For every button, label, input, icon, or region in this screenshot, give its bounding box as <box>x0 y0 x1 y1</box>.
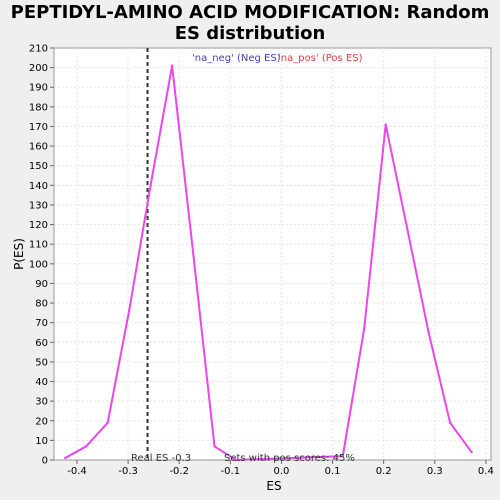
real-es-label: Real ES -0.3 <box>131 453 191 464</box>
data-point <box>213 445 216 448</box>
data-points <box>64 64 473 462</box>
y-tick-label: 140 <box>29 181 48 192</box>
y-tick-label: 10 <box>35 436 48 447</box>
y-tick-label: 90 <box>35 279 48 290</box>
y-tick-label: 30 <box>35 397 48 408</box>
y-tick-label: 40 <box>35 377 48 388</box>
data-point <box>149 184 152 187</box>
legend-neg: 'na_neg' (Neg ES) <box>192 53 281 64</box>
pos-score-annotation: Sets with pos scores: 45% <box>224 453 355 464</box>
y-axis-label: P(ES) <box>12 238 26 270</box>
y-tick-label: 170 <box>29 122 48 133</box>
x-tick-label: -0.1 <box>221 466 241 477</box>
y-tick-label: 200 <box>29 63 48 74</box>
data-point <box>384 123 387 126</box>
x-tick-label: 0.1 <box>325 466 341 477</box>
x-axis-label: ES <box>266 479 281 493</box>
x-tick-label: 0.0 <box>273 466 289 477</box>
y-tick-label: 20 <box>35 416 48 427</box>
data-point <box>405 227 409 230</box>
data-point <box>170 64 174 67</box>
x-tick-label: -0.4 <box>67 466 87 477</box>
y-tick-label: 120 <box>29 220 48 231</box>
data-point <box>127 309 131 313</box>
y-tick-label: 70 <box>35 318 48 329</box>
y-tick-label: 180 <box>29 102 48 113</box>
x-tick-label: 0.3 <box>427 466 443 477</box>
y-tick-label: 150 <box>29 161 48 172</box>
data-point <box>470 450 473 454</box>
y-tick-label: 210 <box>29 44 48 55</box>
chart-title: PEPTIDYL-AMINO ACID MODIFICATION: Random… <box>10 2 490 44</box>
x-tick-label: 0.2 <box>376 466 392 477</box>
data-point <box>106 421 109 424</box>
y-axis: 0 10 20 30 40 50 60 70 80 90 100 110 120 130 140 150 160… <box>29 44 54 467</box>
data-point <box>448 421 452 424</box>
y-tick-label: 60 <box>35 338 48 349</box>
data-point <box>64 456 67 460</box>
data-point <box>427 331 430 334</box>
data-point <box>363 327 366 330</box>
plot-area <box>53 47 492 461</box>
data-point <box>85 445 88 448</box>
y-tick-label: 160 <box>29 142 48 153</box>
y-tick-label: 50 <box>35 357 48 368</box>
data-point <box>341 454 344 458</box>
y-tick-label: 130 <box>29 200 48 211</box>
y-tick-label: 110 <box>29 240 48 251</box>
distribution-line <box>64 65 473 462</box>
x-tick-label: -0.3 <box>118 466 138 477</box>
x-tick-label: -0.2 <box>169 466 189 477</box>
y-tick-label: 100 <box>29 259 48 270</box>
x-axis: -0.4 -0.3 -0.2 -0.1 0.0 0.1 0.2 0.3 0.4 <box>67 460 494 477</box>
grid <box>54 48 491 460</box>
y-tick-label: 80 <box>35 299 48 310</box>
data-point <box>192 254 195 258</box>
data-point <box>234 458 238 462</box>
y-tick-label: 190 <box>29 83 48 94</box>
legend-pos: 'na_pos' (Pos ES) <box>278 53 363 64</box>
x-tick-label: 0.4 <box>478 466 494 477</box>
y-tick-label: 0 <box>42 456 48 467</box>
